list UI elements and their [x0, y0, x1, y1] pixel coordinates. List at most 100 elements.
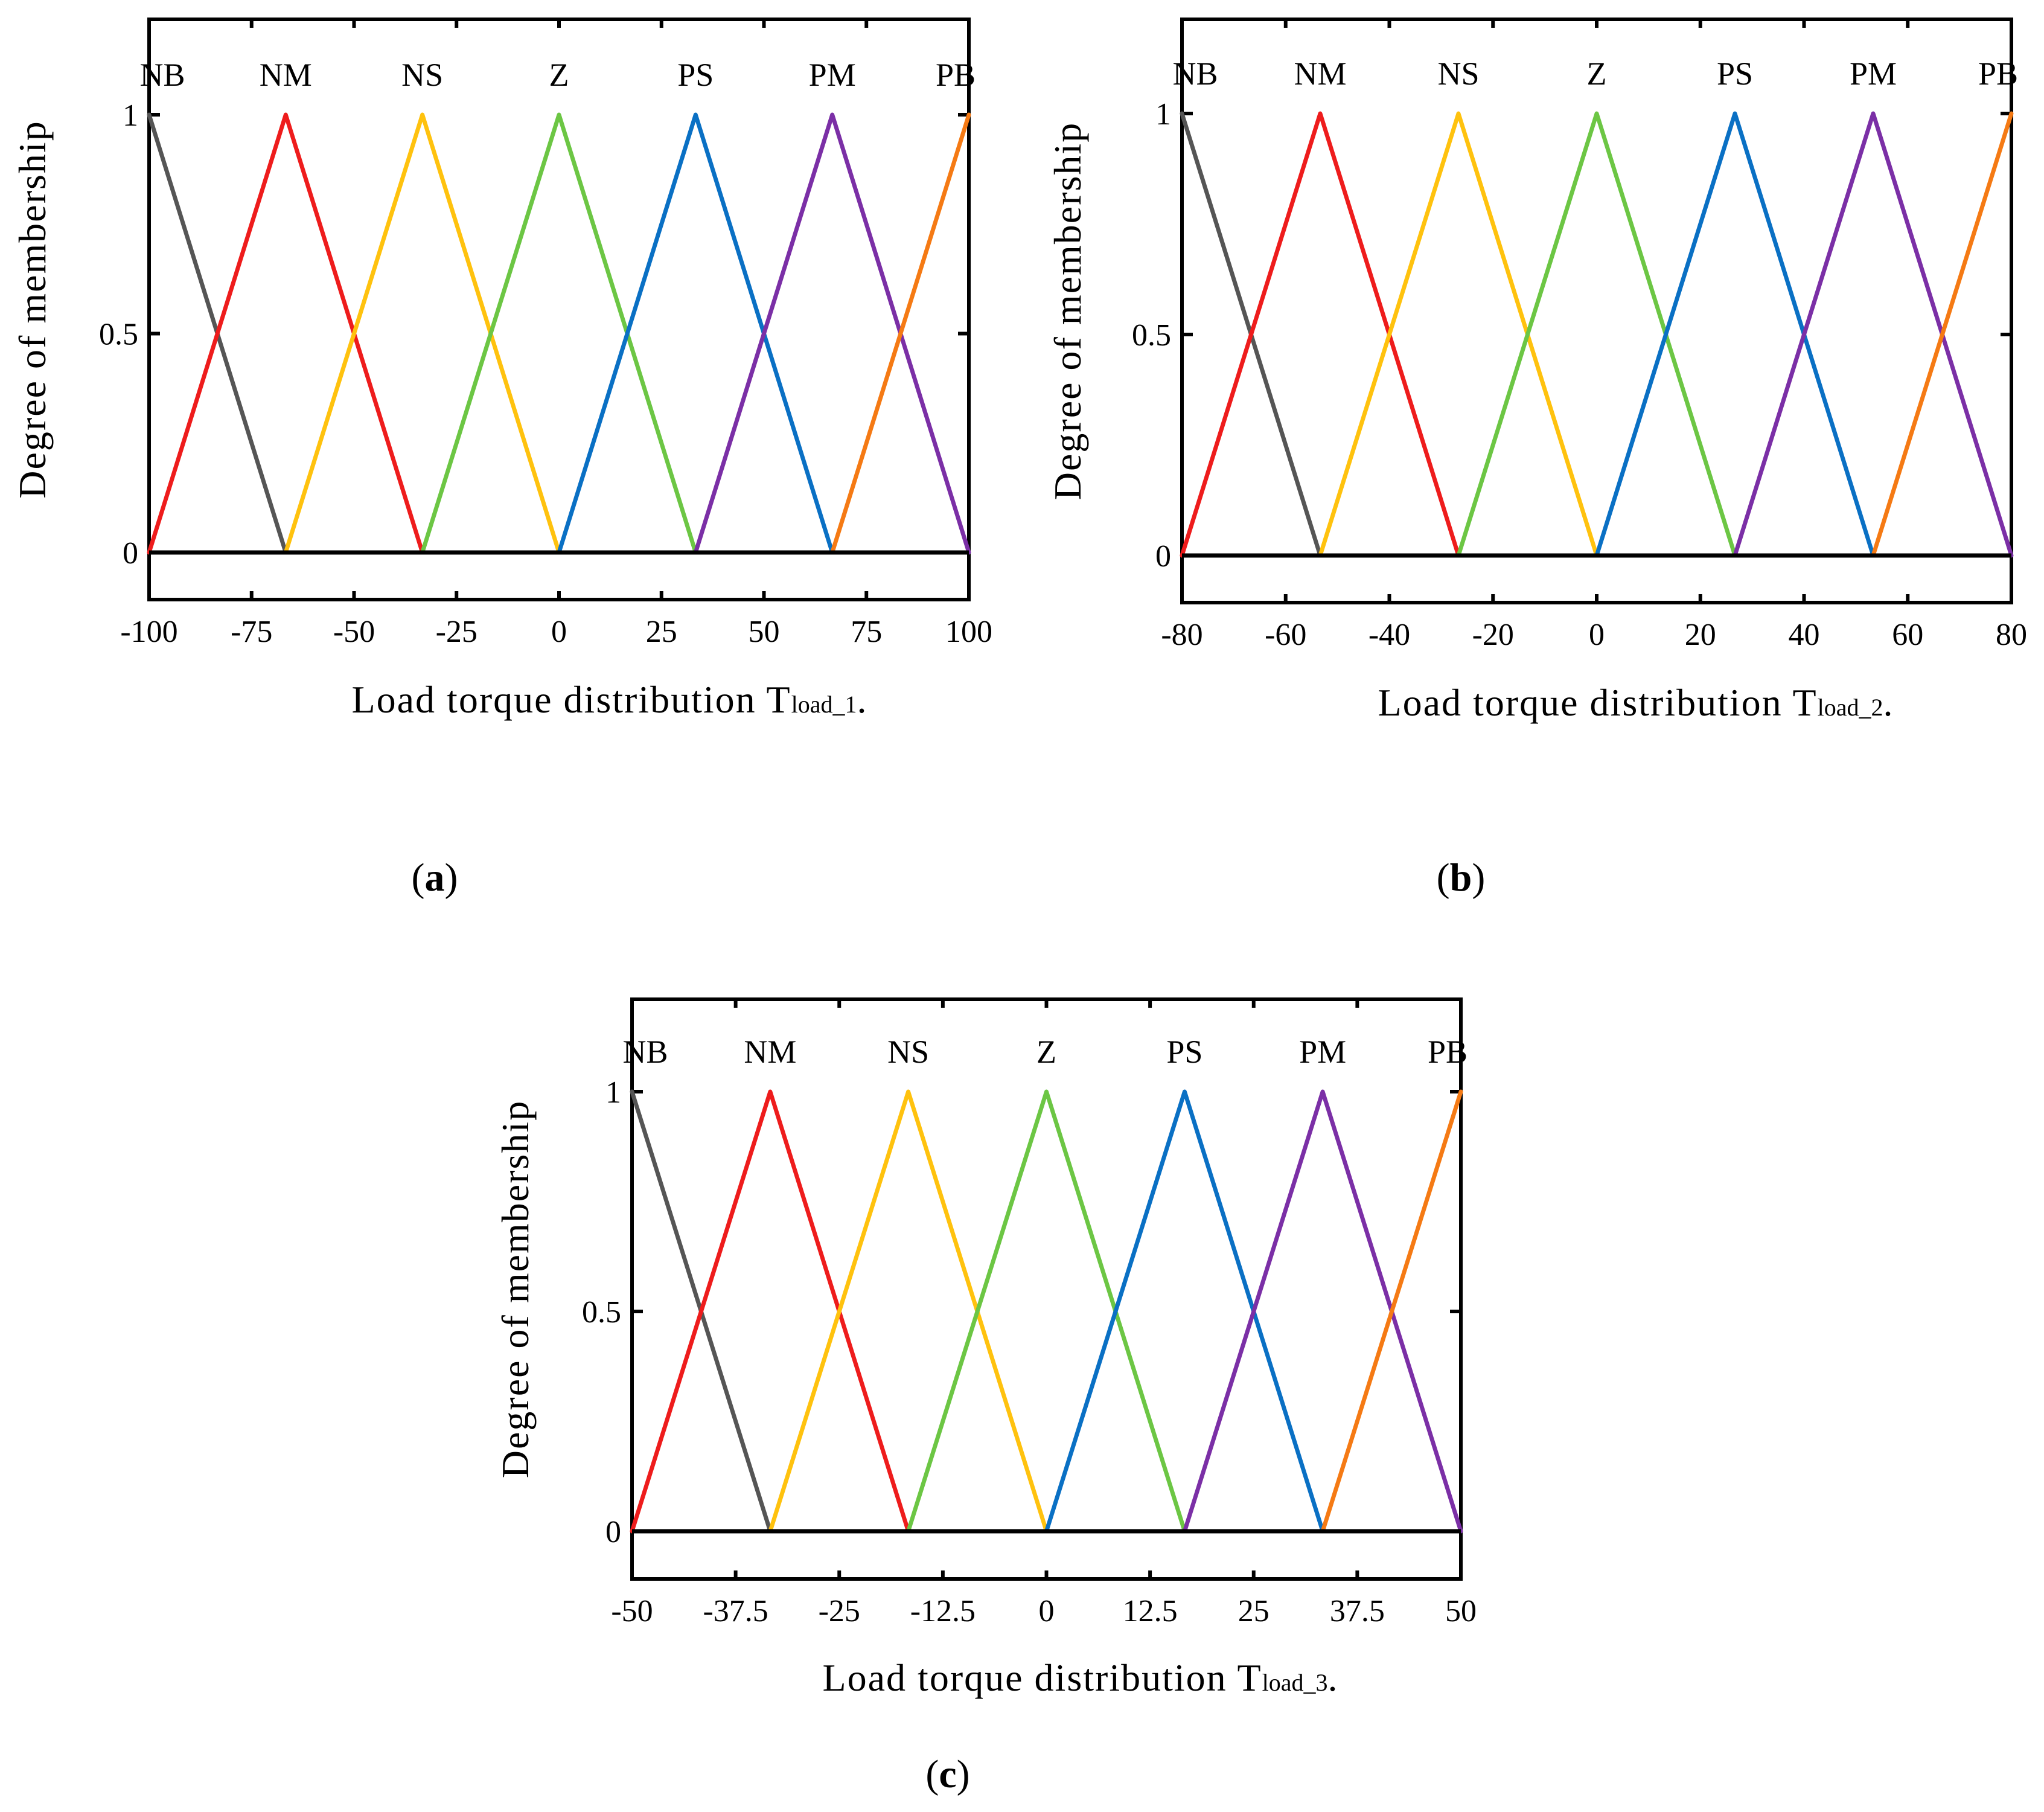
term-label-pm: PM: [1850, 56, 1897, 92]
series-ps-line: [1044, 1089, 1325, 1534]
x-tick-label: 0: [551, 615, 567, 649]
x-tick-label: 37.5: [1330, 1594, 1385, 1628]
x-axis-title-main: Load torque distribution T: [1378, 681, 1818, 724]
x-tick-label: 50: [749, 615, 780, 649]
term-label-ps: PS: [677, 57, 714, 93]
term-label-nb: NB: [139, 57, 185, 93]
series-ns-line: [283, 112, 561, 555]
y-axis-title: Degree of membership: [11, 120, 54, 498]
y-tick-label: 0.5: [582, 1295, 621, 1330]
series-nm-line: [147, 112, 425, 555]
term-label-z: Z: [1036, 1034, 1056, 1070]
series-nm-line: [1180, 111, 1461, 558]
x-axis-title: Load torque distribution Tload_1.: [352, 678, 868, 721]
y-tick-label: 0.5: [99, 318, 138, 352]
x-tick-label: -100: [120, 615, 177, 649]
x-axis-title-suffix: .: [1327, 1656, 1338, 1699]
x-axis-title: Load torque distribution Tload_3.: [823, 1656, 1339, 1699]
x-tick-label: 0: [1039, 1594, 1055, 1628]
term-label-pb: PB: [1978, 56, 2018, 92]
series-pm-line: [1182, 1089, 1463, 1534]
x-axis-title: Load torque distribution Tload_2.: [1378, 681, 1894, 724]
term-label-z: Z: [549, 57, 569, 93]
term-label-nm: NM: [260, 57, 312, 93]
series-pm-line: [693, 112, 971, 555]
series-nm-line: [630, 1089, 911, 1534]
x-tick-label: -40: [1369, 618, 1410, 652]
series-z-line: [420, 112, 698, 555]
x-tick-label: 20: [1685, 618, 1716, 652]
x-tick-label: 25: [1238, 1594, 1270, 1628]
caption-letter: b: [1450, 856, 1472, 900]
term-label-nm: NM: [744, 1034, 796, 1070]
term-label-ps: PS: [1166, 1034, 1202, 1070]
x-axis-title-subscript: load_3: [1262, 1669, 1328, 1696]
x-tick-label: 12.5: [1123, 1594, 1178, 1628]
series-pb-line: [830, 112, 971, 555]
x-tick-label: -20: [1472, 618, 1514, 652]
y-axis-title: Degree of membership: [1046, 122, 1089, 500]
x-axis-title-subscript: load_2: [1818, 694, 1883, 721]
y-axis-title: Degree of membership: [494, 1100, 537, 1478]
series-pb-line: [1320, 1089, 1463, 1534]
x-tick-label: -75: [231, 615, 272, 649]
x-axis-title-suffix: .: [1883, 681, 1894, 724]
caption-open-paren: (: [1437, 856, 1450, 900]
x-tick-label: 40: [1789, 618, 1820, 652]
panel-c: -50 -37.5 -25 -12.5 0 12.5 25 37.5 50 0 0.5 1NB NM NS…: [494, 997, 1477, 1796]
x-tick-label: -50: [333, 615, 375, 649]
x-tick-label: -12.5: [910, 1594, 976, 1628]
series-ns-line: [1318, 111, 1599, 558]
x-axis-title-subscript: load_1: [791, 691, 857, 718]
panel-caption: (b): [1437, 856, 1486, 900]
term-label-pm: PM: [809, 57, 856, 93]
panel-caption: (a): [412, 856, 458, 900]
y-tick-label: 0: [605, 1515, 621, 1549]
caption-close-paren: ): [1472, 856, 1485, 900]
caption-close-paren: ): [957, 1752, 970, 1796]
term-label-ns: NS: [1437, 56, 1479, 92]
term-label-ns: NS: [887, 1034, 929, 1070]
x-axis-title-main: Load torque distribution T: [352, 678, 791, 721]
x-tick-label: 60: [1892, 618, 1923, 652]
series-z-line: [906, 1089, 1187, 1534]
panel-caption: (c): [925, 1752, 969, 1796]
x-tick-label: -80: [1161, 618, 1202, 652]
x-tick-label: 75: [851, 615, 882, 649]
x-tick-label: 100: [945, 615, 992, 649]
x-tick-label: -25: [436, 615, 477, 649]
panel-a: -100 -75 -50 -25 0 25 50 75 100 0 0.5 1NB NM NS Z PS PM P…: [11, 18, 992, 900]
x-tick-label: -50: [611, 1594, 653, 1628]
caption-letter: c: [939, 1752, 956, 1796]
y-tick-label: 0: [123, 536, 138, 571]
series-pm-line: [1733, 111, 2014, 558]
x-tick-label: -37.5: [703, 1594, 768, 1628]
y-tick-label: 0.5: [1132, 318, 1171, 353]
term-label-pb: PB: [936, 57, 976, 93]
caption-open-paren: (: [412, 856, 425, 900]
panel-b: -80 -60 -40 -20 0 20 40 60 80 0 0.5 1NB NM NS Z PS PM PB D…: [1046, 18, 2027, 900]
x-tick-label: 0: [1589, 618, 1605, 652]
term-label-nb: NB: [1172, 56, 1218, 92]
term-label-nm: NM: [1294, 56, 1347, 92]
y-tick-label: 0: [1155, 539, 1171, 574]
series-ps-line: [1594, 111, 1876, 558]
x-tick-label: 50: [1445, 1594, 1477, 1628]
series-ns-line: [768, 1089, 1049, 1534]
x-axis-title-main: Load torque distribution T: [823, 1656, 1262, 1699]
term-label-ps: PS: [1717, 56, 1753, 92]
x-tick-label: -60: [1265, 618, 1306, 652]
y-tick-label: 1: [1155, 97, 1171, 132]
series-z-line: [1456, 111, 1737, 558]
term-label-ns: NS: [401, 57, 443, 93]
x-tick-label: 80: [1996, 618, 2027, 652]
x-axis-title-suffix: .: [857, 678, 867, 721]
term-label-nb: NB: [622, 1034, 668, 1070]
x-tick-label: 25: [646, 615, 677, 649]
y-tick-label: 1: [123, 98, 138, 133]
y-tick-label: 1: [605, 1075, 621, 1110]
caption-open-paren: (: [925, 1752, 939, 1796]
series-pb-line: [1871, 111, 2014, 558]
